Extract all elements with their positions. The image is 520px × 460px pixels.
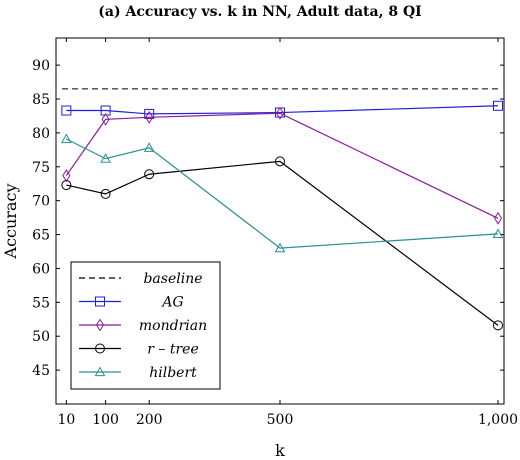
y-tick-label: 80 (32, 126, 50, 142)
data-point-square (95, 296, 105, 307)
y-axis-label: Accuracy (1, 184, 20, 260)
legend-label: AG (160, 295, 183, 311)
series-group (61, 100, 503, 119)
series-line (65, 112, 499, 219)
data-point-triangle (61, 133, 72, 144)
x-tick-label: 10 (57, 412, 75, 428)
data-point-triangle (100, 153, 111, 163)
y-tick-label: 70 (32, 194, 50, 210)
data-point-diamond (275, 106, 285, 120)
y-tick-label: 45 (32, 363, 50, 379)
data-point-diamond (101, 112, 110, 126)
y-tick-label: 65 (32, 228, 50, 244)
data-point-circle (100, 188, 111, 199)
data-point-circle (275, 156, 285, 167)
x-tick-label: 200 (136, 412, 163, 428)
x-axis-ticks: 10 100 200 500 1,000 (57, 38, 518, 428)
y-tick-label: 60 (32, 261, 50, 277)
data-point-square (493, 100, 503, 111)
data-point-triangle (492, 228, 504, 238)
data-point-circle (144, 169, 155, 180)
x-axis-label: k (275, 441, 285, 460)
y-axis-ticks: 45 50 55 60 65 70 75 80 85 90 (32, 58, 504, 379)
series-group (61, 156, 503, 331)
legend-label: r – tree (147, 342, 198, 358)
x-tick-label: 500 (267, 412, 294, 428)
data-point-diamond (95, 318, 105, 332)
legend-label: hilbert (149, 365, 197, 381)
y-tick-label: 85 (32, 92, 50, 108)
chart-title: (a) Accuracy vs. k in NN, Adult data, 8 … (98, 4, 421, 20)
series-line (66, 160, 499, 326)
series-group (61, 133, 504, 253)
data-point-diamond (145, 110, 154, 124)
legend-label: baseline (143, 271, 202, 287)
data-point-diamond (62, 169, 71, 183)
data-point-square (61, 105, 72, 116)
series-layer (61, 100, 504, 331)
series-line (66, 105, 499, 115)
data-point-square (100, 105, 111, 116)
data-point-circle (493, 320, 503, 331)
data-point-triangle (143, 142, 155, 152)
data-point-triangle (94, 366, 106, 377)
y-tick-label: 55 (32, 295, 50, 311)
data-point-circle (95, 343, 105, 354)
x-tick-label: 100 (92, 412, 119, 428)
series-group (62, 106, 503, 225)
legend: baseline AG mondrian r – tree hilbert (70, 261, 221, 390)
y-tick-label: 90 (32, 58, 50, 74)
y-tick-label: 75 (32, 160, 50, 176)
x-tick-label: 1,000 (478, 412, 518, 428)
data-point-circle (61, 180, 72, 191)
legend-label: mondrian (139, 318, 207, 334)
y-tick-label: 50 (32, 329, 50, 345)
data-point-triangle (274, 242, 286, 253)
data-point-square (144, 108, 155, 119)
data-point-diamond (493, 211, 503, 225)
series-line (66, 138, 499, 249)
